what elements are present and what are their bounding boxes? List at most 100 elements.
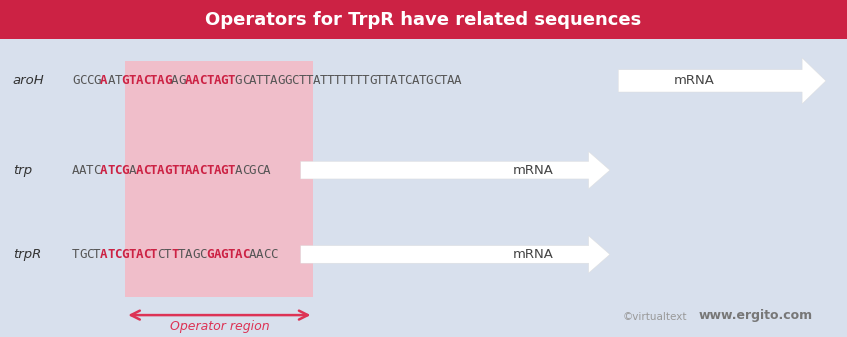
- Text: T: T: [178, 164, 185, 177]
- Text: A: A: [171, 74, 179, 87]
- Text: T: T: [150, 248, 158, 261]
- Text: T: T: [228, 248, 235, 261]
- Text: T: T: [129, 248, 136, 261]
- Text: T: T: [440, 74, 447, 87]
- Text: A: A: [412, 74, 419, 87]
- FancyBboxPatch shape: [125, 61, 313, 297]
- Text: A: A: [192, 74, 200, 87]
- Text: trp: trp: [13, 164, 32, 177]
- Text: T: T: [355, 74, 363, 87]
- Text: T: T: [164, 248, 171, 261]
- Text: T: T: [397, 74, 405, 87]
- Text: A: A: [270, 74, 278, 87]
- Text: A: A: [100, 164, 108, 177]
- Text: G: G: [249, 164, 257, 177]
- Text: A: A: [185, 74, 192, 87]
- Text: G: G: [220, 248, 228, 261]
- Text: T: T: [150, 74, 158, 87]
- Text: A: A: [129, 164, 136, 177]
- Text: T: T: [86, 164, 94, 177]
- Text: C: C: [114, 248, 122, 261]
- Text: C: C: [241, 248, 249, 261]
- Text: C: C: [270, 248, 278, 261]
- Text: T: T: [340, 74, 348, 87]
- Text: T: T: [319, 74, 327, 87]
- Text: T: T: [263, 74, 270, 87]
- Text: A: A: [185, 164, 192, 177]
- Text: G: G: [220, 164, 228, 177]
- Text: mRNA: mRNA: [513, 164, 554, 177]
- Text: A: A: [249, 74, 257, 87]
- Text: A: A: [313, 74, 320, 87]
- Text: C: C: [199, 164, 207, 177]
- Text: C: C: [256, 164, 263, 177]
- Text: A: A: [136, 164, 143, 177]
- Text: C: C: [404, 74, 412, 87]
- Text: C: C: [142, 248, 150, 261]
- Text: G: G: [220, 74, 228, 87]
- Text: T: T: [298, 74, 306, 87]
- Text: A: A: [447, 74, 454, 87]
- Text: G: G: [178, 74, 185, 87]
- Text: Operators for TrpR have related sequences: Operators for TrpR have related sequence…: [205, 10, 642, 29]
- Text: T: T: [108, 248, 115, 261]
- Polygon shape: [301, 152, 610, 189]
- Text: A: A: [213, 248, 221, 261]
- Text: T: T: [171, 164, 179, 177]
- Text: C: C: [241, 164, 249, 177]
- Text: C: C: [93, 164, 101, 177]
- Text: T: T: [383, 74, 390, 87]
- Text: G: G: [121, 164, 129, 177]
- Text: C: C: [241, 74, 249, 87]
- Text: T: T: [306, 74, 313, 87]
- Text: G: G: [72, 74, 80, 87]
- Text: T: T: [150, 164, 158, 177]
- Text: A: A: [100, 248, 108, 261]
- Text: mRNA: mRNA: [513, 248, 554, 261]
- Text: A: A: [136, 248, 143, 261]
- Text: G: G: [79, 248, 86, 261]
- Text: A: A: [100, 74, 108, 87]
- Text: trpR: trpR: [13, 248, 42, 261]
- Text: T: T: [171, 248, 179, 261]
- Text: T: T: [327, 74, 334, 87]
- Text: G: G: [164, 74, 171, 87]
- Text: G: G: [93, 74, 101, 87]
- Text: A: A: [72, 164, 80, 177]
- Text: A: A: [235, 164, 242, 177]
- Text: T: T: [129, 74, 136, 87]
- Text: T: T: [207, 164, 214, 177]
- Text: A: A: [157, 164, 164, 177]
- Text: G: G: [121, 74, 129, 87]
- Text: T: T: [256, 74, 263, 87]
- Text: C: C: [142, 74, 150, 87]
- Text: A: A: [390, 74, 398, 87]
- Text: aroH: aroH: [13, 74, 44, 87]
- Text: T: T: [207, 74, 214, 87]
- Text: Operator region: Operator region: [169, 320, 269, 333]
- Text: A: A: [157, 74, 164, 87]
- Text: mRNA: mRNA: [674, 74, 715, 87]
- Text: T: T: [376, 74, 384, 87]
- Text: A: A: [263, 164, 270, 177]
- Text: G: G: [121, 248, 129, 261]
- Text: C: C: [86, 248, 94, 261]
- Polygon shape: [301, 236, 610, 273]
- Text: C: C: [291, 74, 299, 87]
- Text: C: C: [433, 74, 440, 87]
- Text: C: C: [86, 74, 94, 87]
- Text: T: T: [334, 74, 341, 87]
- Text: A: A: [235, 248, 242, 261]
- Text: T: T: [108, 164, 115, 177]
- Text: A: A: [185, 248, 192, 261]
- Text: T: T: [418, 74, 426, 87]
- Text: C: C: [263, 248, 270, 261]
- Polygon shape: [618, 58, 826, 104]
- Text: T: T: [72, 248, 80, 261]
- Text: G: G: [277, 74, 285, 87]
- Text: T: T: [178, 248, 185, 261]
- Text: A: A: [249, 248, 257, 261]
- Text: G: G: [207, 248, 214, 261]
- Text: T: T: [348, 74, 356, 87]
- Text: A: A: [213, 164, 221, 177]
